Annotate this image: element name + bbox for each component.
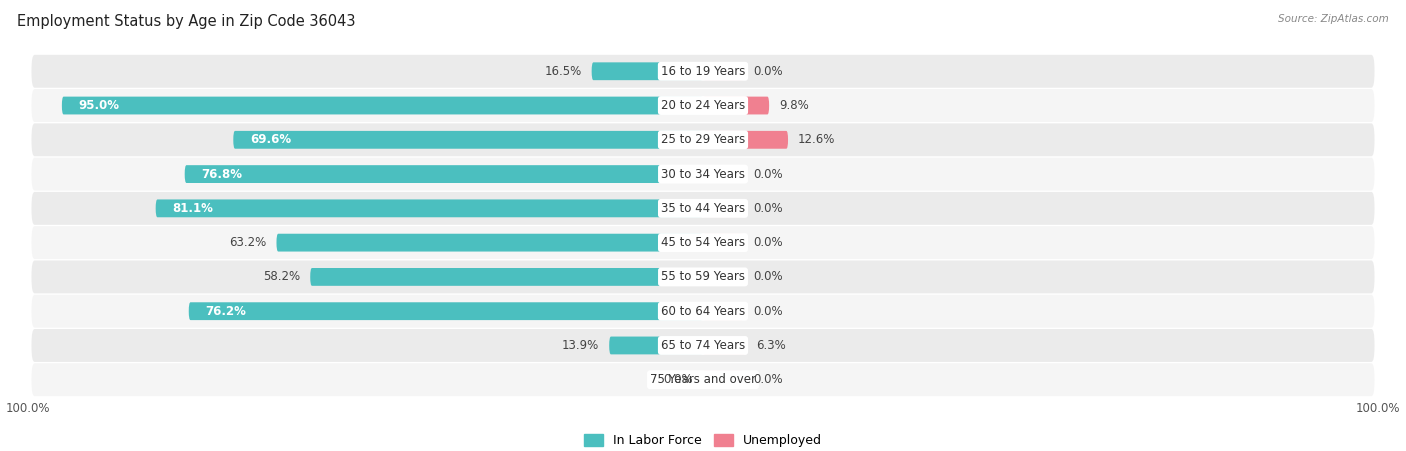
Text: 81.1%: 81.1% (173, 202, 214, 215)
Text: Source: ZipAtlas.com: Source: ZipAtlas.com (1278, 14, 1389, 23)
FancyBboxPatch shape (31, 364, 1375, 396)
FancyBboxPatch shape (31, 226, 1375, 259)
FancyBboxPatch shape (31, 295, 1375, 327)
FancyBboxPatch shape (277, 234, 703, 252)
Text: 69.6%: 69.6% (250, 133, 291, 146)
FancyBboxPatch shape (609, 336, 703, 354)
Text: 60 to 64 Years: 60 to 64 Years (661, 305, 745, 318)
Text: 20 to 24 Years: 20 to 24 Years (661, 99, 745, 112)
FancyBboxPatch shape (31, 192, 1375, 225)
Text: 76.2%: 76.2% (205, 305, 246, 318)
FancyBboxPatch shape (31, 89, 1375, 122)
Text: 0.0%: 0.0% (754, 202, 783, 215)
Text: 9.8%: 9.8% (779, 99, 808, 112)
Text: 6.3%: 6.3% (755, 339, 786, 352)
Text: 25 to 29 Years: 25 to 29 Years (661, 133, 745, 146)
FancyBboxPatch shape (188, 302, 703, 320)
FancyBboxPatch shape (703, 302, 744, 320)
Text: 35 to 44 Years: 35 to 44 Years (661, 202, 745, 215)
Text: 0.0%: 0.0% (664, 373, 693, 386)
Text: 0.0%: 0.0% (754, 271, 783, 283)
FancyBboxPatch shape (62, 97, 703, 115)
Text: Employment Status by Age in Zip Code 36043: Employment Status by Age in Zip Code 360… (17, 14, 356, 28)
Text: 75 Years and over: 75 Years and over (650, 373, 756, 386)
Legend: In Labor Force, Unemployed: In Labor Force, Unemployed (579, 429, 827, 451)
Text: 13.9%: 13.9% (562, 339, 599, 352)
Text: 16.5%: 16.5% (544, 65, 582, 78)
FancyBboxPatch shape (703, 62, 744, 80)
Text: 55 to 59 Years: 55 to 59 Years (661, 271, 745, 283)
Text: 12.6%: 12.6% (799, 133, 835, 146)
FancyBboxPatch shape (703, 199, 744, 217)
FancyBboxPatch shape (703, 234, 744, 252)
Text: 45 to 54 Years: 45 to 54 Years (661, 236, 745, 249)
FancyBboxPatch shape (31, 329, 1375, 362)
Text: 76.8%: 76.8% (201, 168, 243, 180)
FancyBboxPatch shape (31, 124, 1375, 156)
FancyBboxPatch shape (184, 165, 703, 183)
FancyBboxPatch shape (703, 336, 745, 354)
FancyBboxPatch shape (31, 55, 1375, 87)
FancyBboxPatch shape (156, 199, 703, 217)
Text: 58.2%: 58.2% (263, 271, 299, 283)
Text: 0.0%: 0.0% (754, 305, 783, 318)
FancyBboxPatch shape (703, 268, 744, 286)
Text: 30 to 34 Years: 30 to 34 Years (661, 168, 745, 180)
Text: 0.0%: 0.0% (754, 65, 783, 78)
Text: 65 to 74 Years: 65 to 74 Years (661, 339, 745, 352)
Text: 0.0%: 0.0% (754, 373, 783, 386)
FancyBboxPatch shape (703, 165, 744, 183)
Text: 63.2%: 63.2% (229, 236, 266, 249)
FancyBboxPatch shape (233, 131, 703, 149)
FancyBboxPatch shape (31, 158, 1375, 190)
FancyBboxPatch shape (311, 268, 703, 286)
Text: 16 to 19 Years: 16 to 19 Years (661, 65, 745, 78)
Text: 0.0%: 0.0% (754, 168, 783, 180)
FancyBboxPatch shape (703, 97, 769, 115)
Text: 0.0%: 0.0% (754, 236, 783, 249)
FancyBboxPatch shape (703, 131, 787, 149)
FancyBboxPatch shape (703, 371, 744, 389)
Text: 95.0%: 95.0% (79, 99, 120, 112)
FancyBboxPatch shape (31, 261, 1375, 293)
FancyBboxPatch shape (592, 62, 703, 80)
